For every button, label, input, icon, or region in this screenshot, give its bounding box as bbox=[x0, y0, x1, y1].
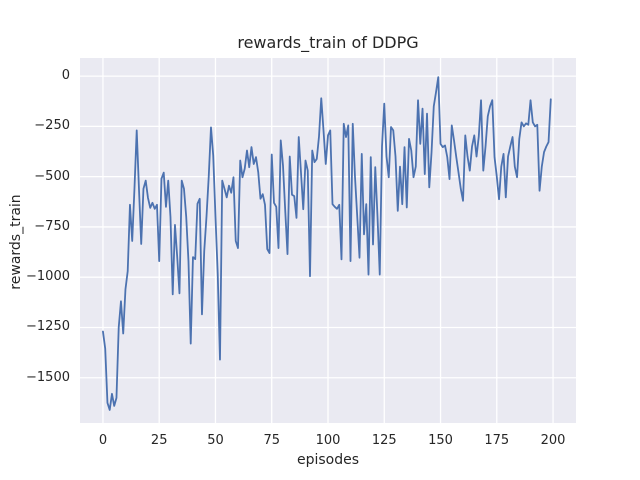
y-tick-label: −500 bbox=[34, 168, 70, 184]
x-tick-label: 150 bbox=[428, 433, 453, 448]
x-tick-label: 75 bbox=[263, 433, 280, 448]
x-tick-label: 200 bbox=[540, 433, 566, 448]
x-tick-label: 0 bbox=[98, 433, 108, 448]
plot-area bbox=[80, 58, 576, 423]
x-tick-label: 100 bbox=[315, 433, 341, 448]
x-tick-label: 25 bbox=[150, 433, 168, 448]
x-tick-label: 175 bbox=[484, 433, 510, 448]
y-tick-label: −1000 bbox=[26, 269, 70, 285]
y-tick-label: −250 bbox=[34, 118, 70, 134]
y-axis-label: rewards_train bbox=[8, 194, 24, 290]
x-axis-label: episodes bbox=[296, 452, 360, 468]
y-tick-label: −1500 bbox=[26, 369, 70, 385]
chart-title: rewards_train of DDPG bbox=[237, 33, 419, 52]
y-tick-label: −750 bbox=[34, 218, 70, 234]
y-tick-label: −1250 bbox=[26, 319, 70, 335]
y-tick-label: 0 bbox=[61, 68, 70, 84]
x-tick-label: 50 bbox=[207, 433, 224, 448]
x-tick-label: 125 bbox=[371, 433, 397, 448]
